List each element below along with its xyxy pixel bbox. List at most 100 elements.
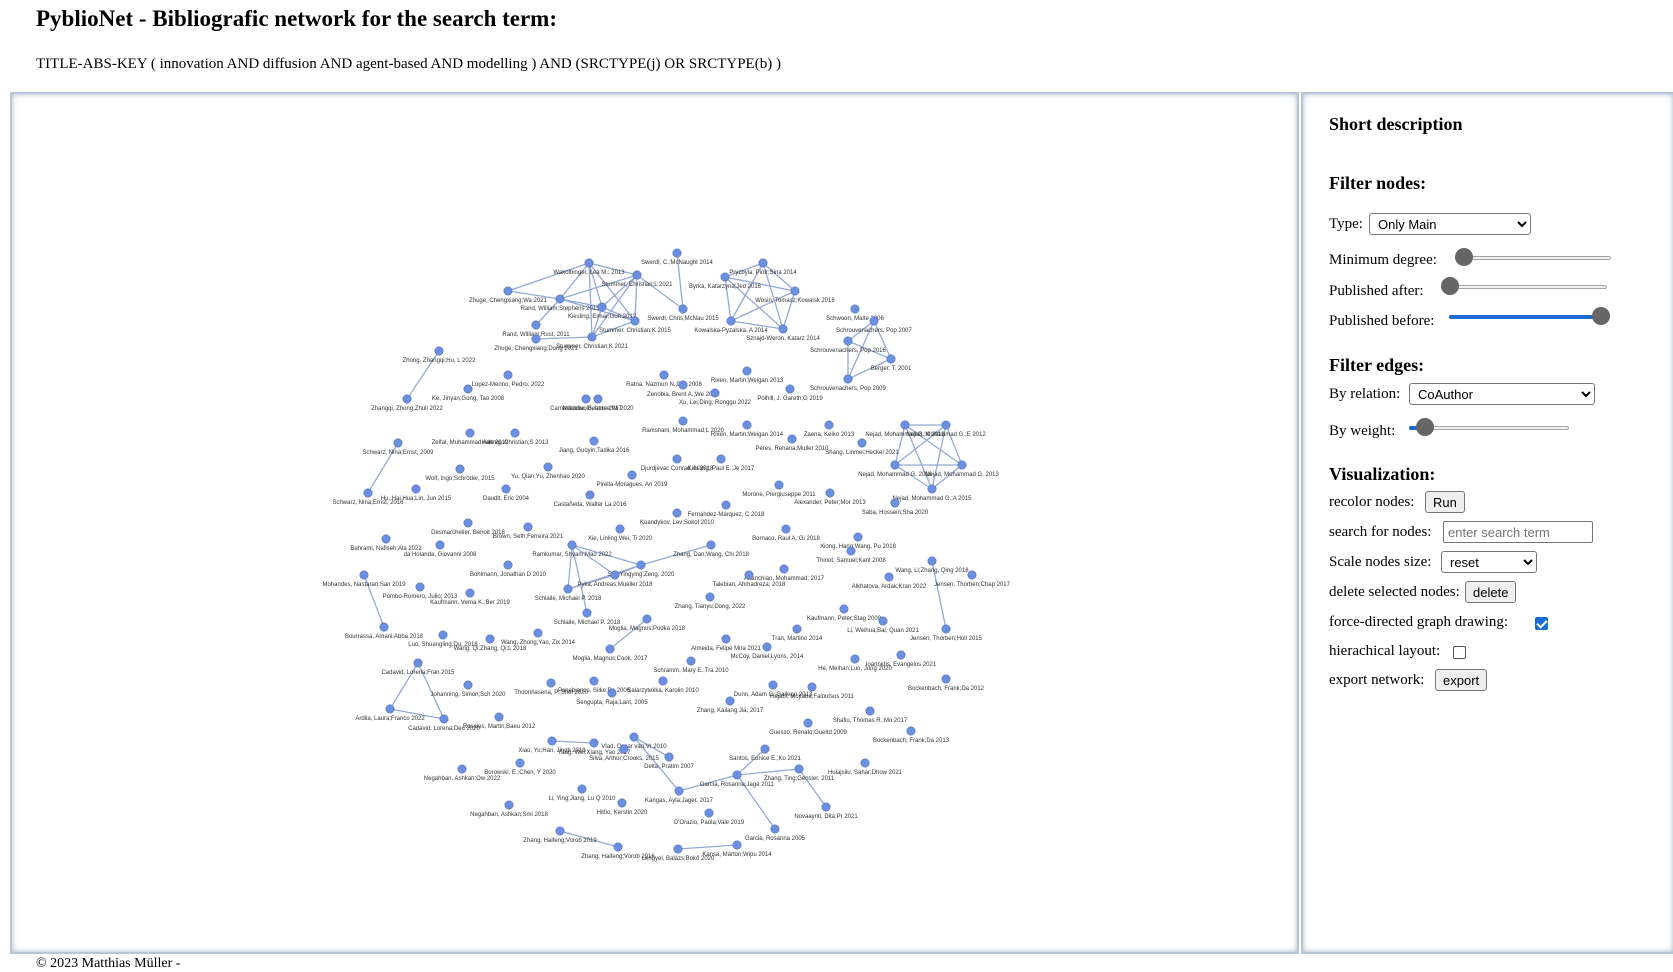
graph-node[interactable]: [768, 680, 778, 690]
graph-node[interactable]: [732, 770, 742, 780]
graph-node[interactable]: [787, 434, 797, 444]
graph-node[interactable]: [726, 316, 736, 326]
by-relation-select[interactable]: CoAuthor: [1409, 383, 1595, 405]
graph-node[interactable]: [850, 304, 860, 314]
graph-node[interactable]: [706, 540, 716, 550]
min-degree-slider[interactable]: [1455, 248, 1611, 268]
graph-node[interactable]: [860, 758, 870, 768]
graph-node[interactable]: [613, 842, 623, 852]
graph-node[interactable]: [555, 826, 565, 836]
graph-node[interactable]: [503, 560, 513, 570]
graph-node[interactable]: [781, 524, 791, 534]
graph-node[interactable]: [732, 840, 742, 850]
graph-node[interactable]: [617, 798, 627, 808]
graph-node[interactable]: [589, 676, 599, 686]
graph-node[interactable]: [435, 540, 445, 550]
graph-node[interactable]: [636, 560, 646, 570]
graph-node[interactable]: [770, 824, 780, 834]
graph-node[interactable]: [790, 286, 800, 296]
graph-node[interactable]: [523, 522, 533, 532]
graph-node[interactable]: [359, 570, 369, 580]
graph-node[interactable]: [941, 624, 951, 634]
type-select[interactable]: Only Main: [1369, 213, 1531, 235]
graph-node[interactable]: [807, 682, 817, 692]
graph-node[interactable]: [531, 334, 541, 344]
hierarchical-layout-checkbox[interactable]: [1453, 646, 1466, 659]
graph-node[interactable]: [884, 572, 894, 582]
graph-node[interactable]: [610, 570, 620, 580]
graph-node[interactable]: [385, 704, 395, 714]
graph-node[interactable]: [485, 634, 495, 644]
graph-node[interactable]: [547, 736, 557, 746]
graph-node[interactable]: [705, 592, 715, 602]
graph-node[interactable]: [504, 800, 514, 810]
published-before-slider-thumb[interactable]: [1592, 307, 1610, 325]
graph-node[interactable]: [363, 488, 373, 498]
graph-node[interactable]: [744, 570, 754, 580]
graph-node[interactable]: [710, 388, 720, 398]
graph-node[interactable]: [865, 706, 875, 716]
graph-node[interactable]: [627, 470, 637, 480]
graph-node[interactable]: [632, 270, 642, 280]
graph-node[interactable]: [794, 764, 804, 774]
graph-node[interactable]: [503, 370, 513, 380]
graph-node[interactable]: [533, 628, 543, 638]
graph-node[interactable]: [597, 302, 607, 312]
graph-node[interactable]: [716, 454, 726, 464]
graph-node[interactable]: [515, 758, 525, 768]
graph-node[interactable]: [463, 680, 473, 690]
published-before-slider[interactable]: [1449, 307, 1610, 327]
graph-node[interactable]: [439, 714, 449, 724]
min-degree-slider-thumb[interactable]: [1455, 248, 1473, 266]
graph-node[interactable]: [857, 438, 867, 448]
graph-node[interactable]: [589, 738, 599, 748]
graph-node[interactable]: [619, 744, 629, 754]
graph-node[interactable]: [721, 500, 731, 510]
graph-node[interactable]: [465, 428, 475, 438]
graph-node[interactable]: [678, 304, 688, 314]
published-after-slider-thumb[interactable]: [1441, 277, 1459, 295]
graph-node[interactable]: [463, 518, 473, 528]
graph-node[interactable]: [455, 464, 465, 474]
graph-node[interactable]: [927, 484, 937, 494]
graph-node[interactable]: [415, 582, 425, 592]
graph-node[interactable]: [584, 258, 594, 268]
graph-node[interactable]: [869, 316, 879, 326]
graph-node[interactable]: [381, 534, 391, 544]
graph-node[interactable]: [577, 784, 587, 794]
graph-node[interactable]: [531, 320, 541, 330]
graph-node[interactable]: [896, 650, 906, 660]
recolor-run-button[interactable]: Run: [1425, 491, 1465, 513]
graph-node[interactable]: [758, 258, 768, 268]
graph-node[interactable]: [413, 658, 423, 668]
force-directed-checkbox[interactable]: [1535, 617, 1548, 630]
search-nodes-input[interactable]: [1443, 521, 1593, 543]
graph-node[interactable]: [673, 844, 683, 854]
export-network-button[interactable]: export: [1435, 669, 1488, 691]
graph-node[interactable]: [839, 604, 849, 614]
graph-node[interactable]: [672, 508, 682, 518]
graph-node[interactable]: [792, 624, 802, 634]
graph-node[interactable]: [438, 630, 448, 640]
graph-node[interactable]: [846, 546, 856, 556]
graph-node[interactable]: [582, 608, 592, 618]
graph-node[interactable]: [393, 438, 403, 448]
graph-node[interactable]: [463, 384, 473, 394]
graph-node[interactable]: [890, 498, 900, 508]
graph-node[interactable]: [785, 384, 795, 394]
by-weight-slider-thumb[interactable]: [1416, 418, 1435, 436]
graph-node[interactable]: [615, 524, 625, 534]
graph-node[interactable]: [664, 752, 674, 762]
graph-node[interactable]: [543, 462, 553, 472]
graph-node[interactable]: [434, 346, 444, 356]
graph-node[interactable]: [704, 808, 714, 818]
graph-node[interactable]: [607, 688, 617, 698]
graph-node[interactable]: [878, 616, 888, 626]
graph-node[interactable]: [555, 294, 565, 304]
graph-node[interactable]: [760, 744, 770, 754]
graph-node[interactable]: [941, 420, 951, 430]
graph-node[interactable]: [672, 248, 682, 258]
graph-node[interactable]: [585, 490, 595, 500]
graph-node[interactable]: [803, 718, 813, 728]
graph-node[interactable]: [658, 676, 668, 686]
